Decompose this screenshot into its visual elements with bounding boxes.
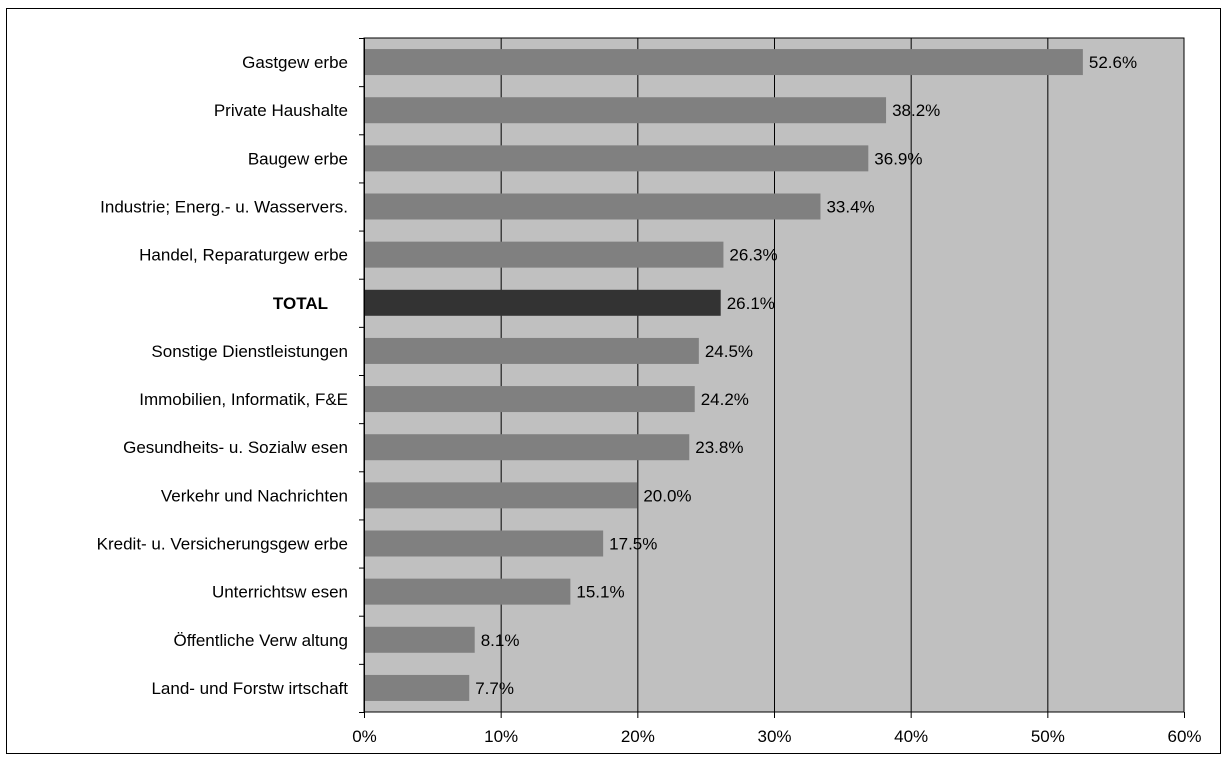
bar	[365, 434, 690, 461]
x-tick-label: 0%	[352, 727, 377, 746]
category-label: Handel, Reparaturgew erbe	[139, 246, 348, 265]
category-label: Sonstige Dienstleistungen	[151, 342, 348, 361]
data-label: 36.9%	[874, 149, 922, 168]
labels: 0% 10% 20% 30% 40% 50% 60% Gastgew erbe 52.6% Pri…	[97, 53, 1202, 746]
data-label: 23.8%	[695, 438, 743, 457]
bars	[365, 49, 1083, 701]
category-label: Baugew erbe	[248, 149, 348, 168]
category-label: TOTAL	[273, 294, 328, 313]
bar	[365, 97, 887, 124]
x-tick-label: 40%	[894, 727, 928, 746]
data-label: 38.2%	[892, 101, 940, 120]
category-label: Öffentliche Verw altung	[173, 631, 348, 650]
x-tick-label: 50%	[1031, 727, 1065, 746]
category-label: Verkehr und Nachrichten	[161, 486, 348, 505]
x-tick-label: 20%	[621, 727, 655, 746]
x-tick-label: 60%	[1167, 727, 1201, 746]
category-label: Immobilien, Informatik, F&E	[139, 390, 348, 409]
category-label: Land- und Forstw irtschaft	[151, 679, 348, 698]
bar	[365, 193, 821, 220]
category-label: Unterrichtsw esen	[212, 583, 348, 602]
category-label: Gesundheits- u. Sozialw esen	[123, 438, 348, 457]
bar	[365, 386, 695, 413]
bar	[365, 578, 571, 605]
bar	[365, 482, 638, 509]
data-label: 24.2%	[701, 390, 749, 409]
data-label: 15.1%	[576, 583, 624, 602]
bar	[365, 530, 604, 557]
data-label: 20.0%	[643, 486, 691, 505]
bar	[365, 626, 475, 653]
data-label: 24.5%	[705, 342, 753, 361]
bar	[365, 145, 869, 172]
x-tick-label: 30%	[757, 727, 791, 746]
bar	[365, 289, 721, 316]
bar	[365, 674, 470, 701]
bar	[365, 49, 1083, 76]
category-label: Kredit- u. Versicherungsgew erbe	[97, 535, 348, 554]
bar	[365, 337, 699, 364]
category-label: Private Haushalte	[214, 101, 348, 120]
data-label: 8.1%	[481, 631, 520, 650]
x-tick-label: 10%	[484, 727, 518, 746]
data-label: 17.5%	[609, 535, 657, 554]
data-label: 33.4%	[826, 198, 874, 217]
bar	[365, 241, 724, 268]
axes	[359, 38, 1185, 718]
data-label: 26.3%	[729, 246, 777, 265]
category-label: Gastgew erbe	[242, 53, 348, 72]
data-label: 7.7%	[475, 679, 514, 698]
data-label: 26.1%	[727, 294, 775, 313]
data-label: 52.6%	[1089, 53, 1137, 72]
category-label: Industrie; Energ.- u. Wasservers.	[100, 198, 348, 217]
